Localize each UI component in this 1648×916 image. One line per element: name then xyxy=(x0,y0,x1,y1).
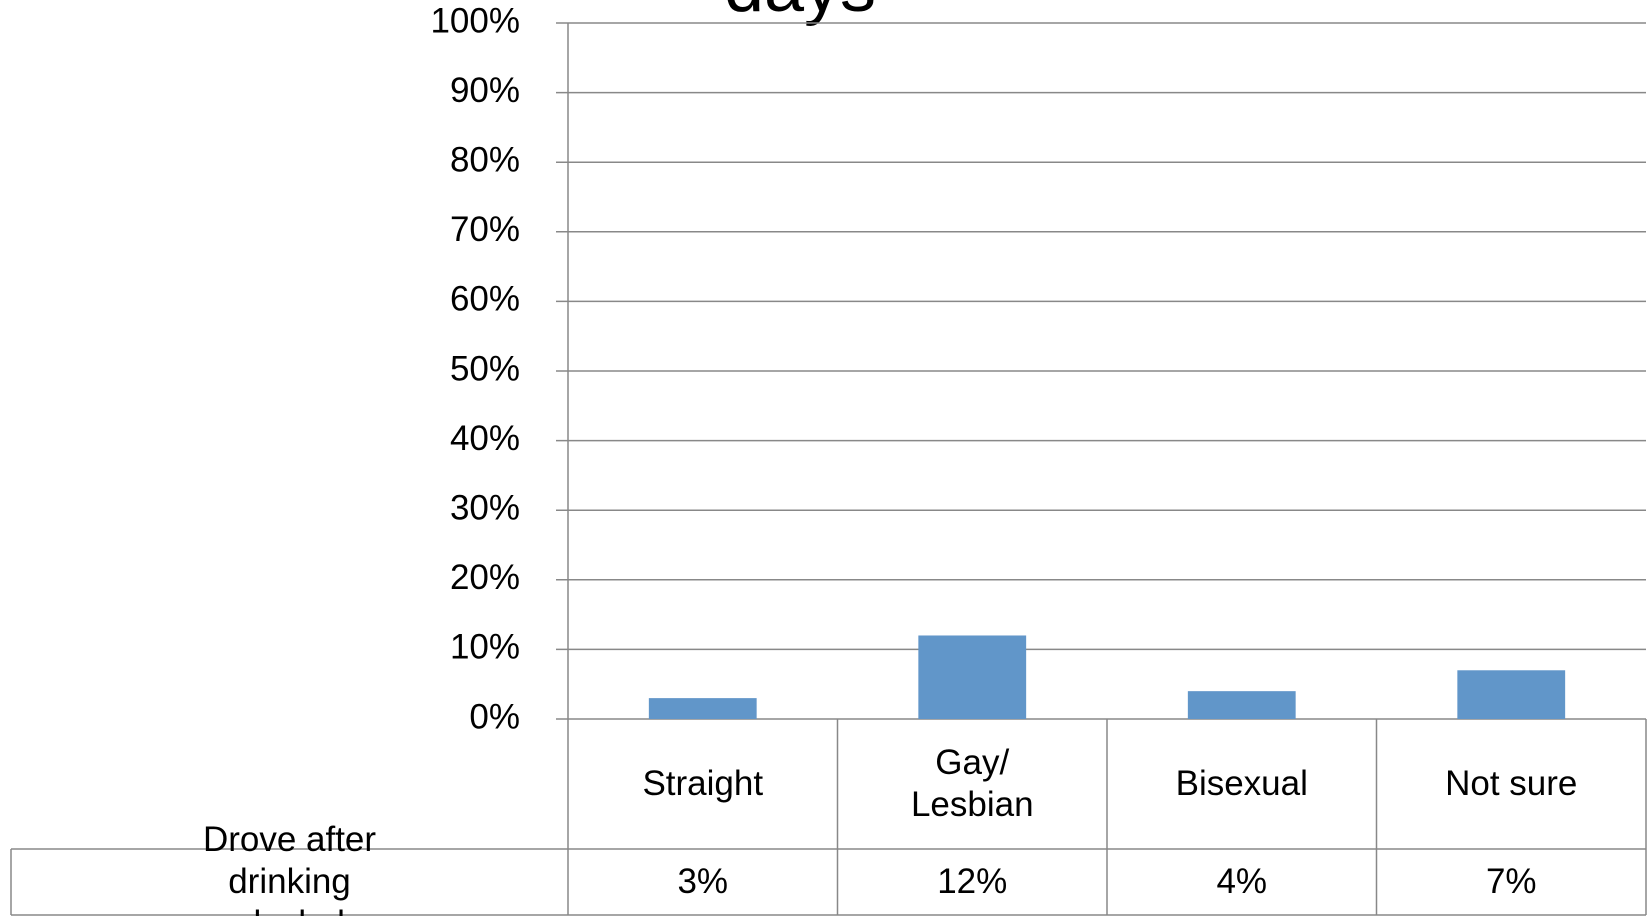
legend-label: Drove after drinking alcohol xyxy=(11,820,568,916)
y-tick-label: 50% xyxy=(450,349,520,388)
y-tick-label: 70% xyxy=(450,210,520,249)
category-label: Not sure xyxy=(1377,719,1647,849)
y-tick-label: 80% xyxy=(450,140,520,179)
data-table-value-text: 12% xyxy=(937,862,1008,901)
data-table-value: 7% xyxy=(1377,849,1647,915)
bar xyxy=(648,698,757,719)
bar xyxy=(918,635,1027,719)
y-tick-label: 20% xyxy=(450,558,520,597)
category-label: Gay/ Lesbian xyxy=(838,719,1108,849)
bar xyxy=(1457,670,1566,719)
data-table-value-text: 7% xyxy=(1485,862,1537,901)
data-table-value: 3% xyxy=(568,849,838,915)
category-label: Bisexual xyxy=(1107,719,1377,849)
y-tick-label: 60% xyxy=(450,280,520,319)
y-tick-label: 30% xyxy=(450,488,520,527)
data-table-value-text: 4% xyxy=(1216,862,1268,901)
category-label-text: Bisexual xyxy=(1175,764,1308,803)
y-tick-label: 0% xyxy=(469,697,520,736)
y-tick-label: 10% xyxy=(450,628,520,667)
data-table-value-text: 3% xyxy=(677,862,729,901)
y-tick-label: 100% xyxy=(430,1,520,40)
category-label-text: Straight xyxy=(642,764,764,803)
category-label: Straight xyxy=(568,719,838,849)
category-label-text: Gay/ Lesbian xyxy=(910,743,1034,824)
data-table-value: 12% xyxy=(838,849,1108,915)
bar xyxy=(1187,691,1296,719)
y-tick-label: 40% xyxy=(450,419,520,458)
legend-label-text: Drove after drinking alcohol xyxy=(202,820,377,916)
data-table-value: 4% xyxy=(1107,849,1377,915)
y-tick-label: 90% xyxy=(450,71,520,110)
category-label-text: Not sure xyxy=(1445,764,1578,803)
